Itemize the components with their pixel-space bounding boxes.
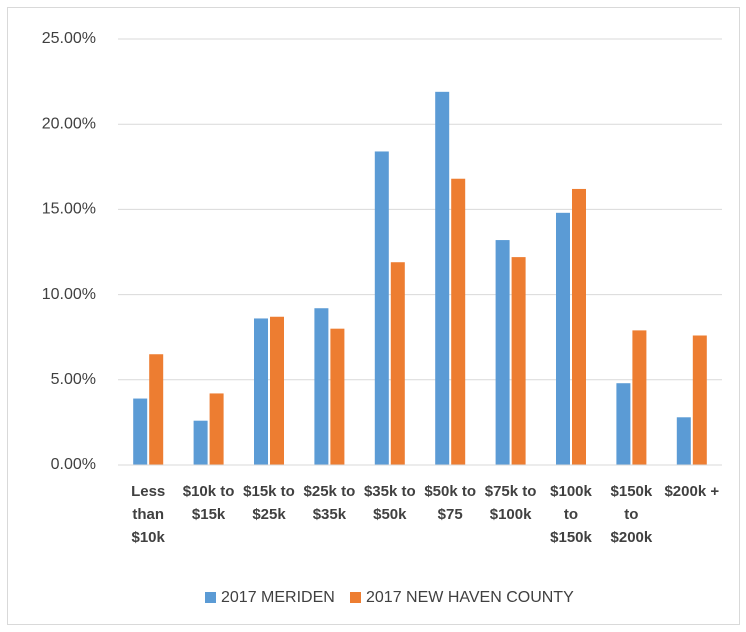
bar	[556, 212, 570, 465]
x-tick-label: $15k to $25k	[243, 483, 295, 523]
y-tick-label: 25.00%	[42, 30, 96, 47]
bar	[451, 178, 466, 465]
bar	[390, 262, 405, 465]
bar	[511, 257, 526, 465]
legend-swatch	[205, 592, 216, 603]
bar	[209, 393, 224, 465]
bar	[330, 328, 345, 465]
y-tick-label: 5.00%	[51, 371, 96, 388]
bar	[435, 91, 450, 465]
x-tick-label: Less than $10k	[131, 483, 166, 546]
bar	[193, 420, 208, 465]
y-tick-label: 20.00%	[42, 115, 96, 132]
legend-label: 2017 NEW HAVEN COUNTY	[366, 589, 574, 606]
x-tick-label: $150k to $200k	[610, 483, 653, 546]
bar	[270, 316, 284, 465]
x-tick-label: $100k to $150k	[550, 483, 592, 546]
x-tick-label: $25k to $35k	[303, 483, 356, 523]
bar	[692, 335, 707, 465]
x-tick-label: $200k +	[664, 483, 720, 500]
bar	[254, 318, 268, 465]
x-tick-label: $35k to $50k	[363, 483, 416, 523]
legend-label: 2017 MERIDEN	[221, 589, 335, 606]
y-tick-label: 15.00%	[42, 201, 96, 218]
bar	[676, 417, 691, 465]
chart-border	[7, 7, 740, 625]
bar	[572, 188, 586, 465]
x-tick-label: $10k to $15k	[182, 483, 235, 523]
y-tick-label: 0.00%	[51, 456, 96, 473]
y-tick-label: 10.00%	[42, 286, 96, 303]
bar	[133, 398, 148, 465]
bar	[632, 330, 647, 465]
bar	[374, 151, 389, 466]
bar	[314, 308, 329, 465]
bar	[495, 240, 510, 465]
bar	[149, 354, 164, 465]
x-tick-label: $50k to $75	[424, 483, 477, 523]
bar	[616, 383, 631, 465]
legend-swatch	[350, 592, 361, 603]
x-tick-label: $75k to $100k	[484, 483, 537, 523]
